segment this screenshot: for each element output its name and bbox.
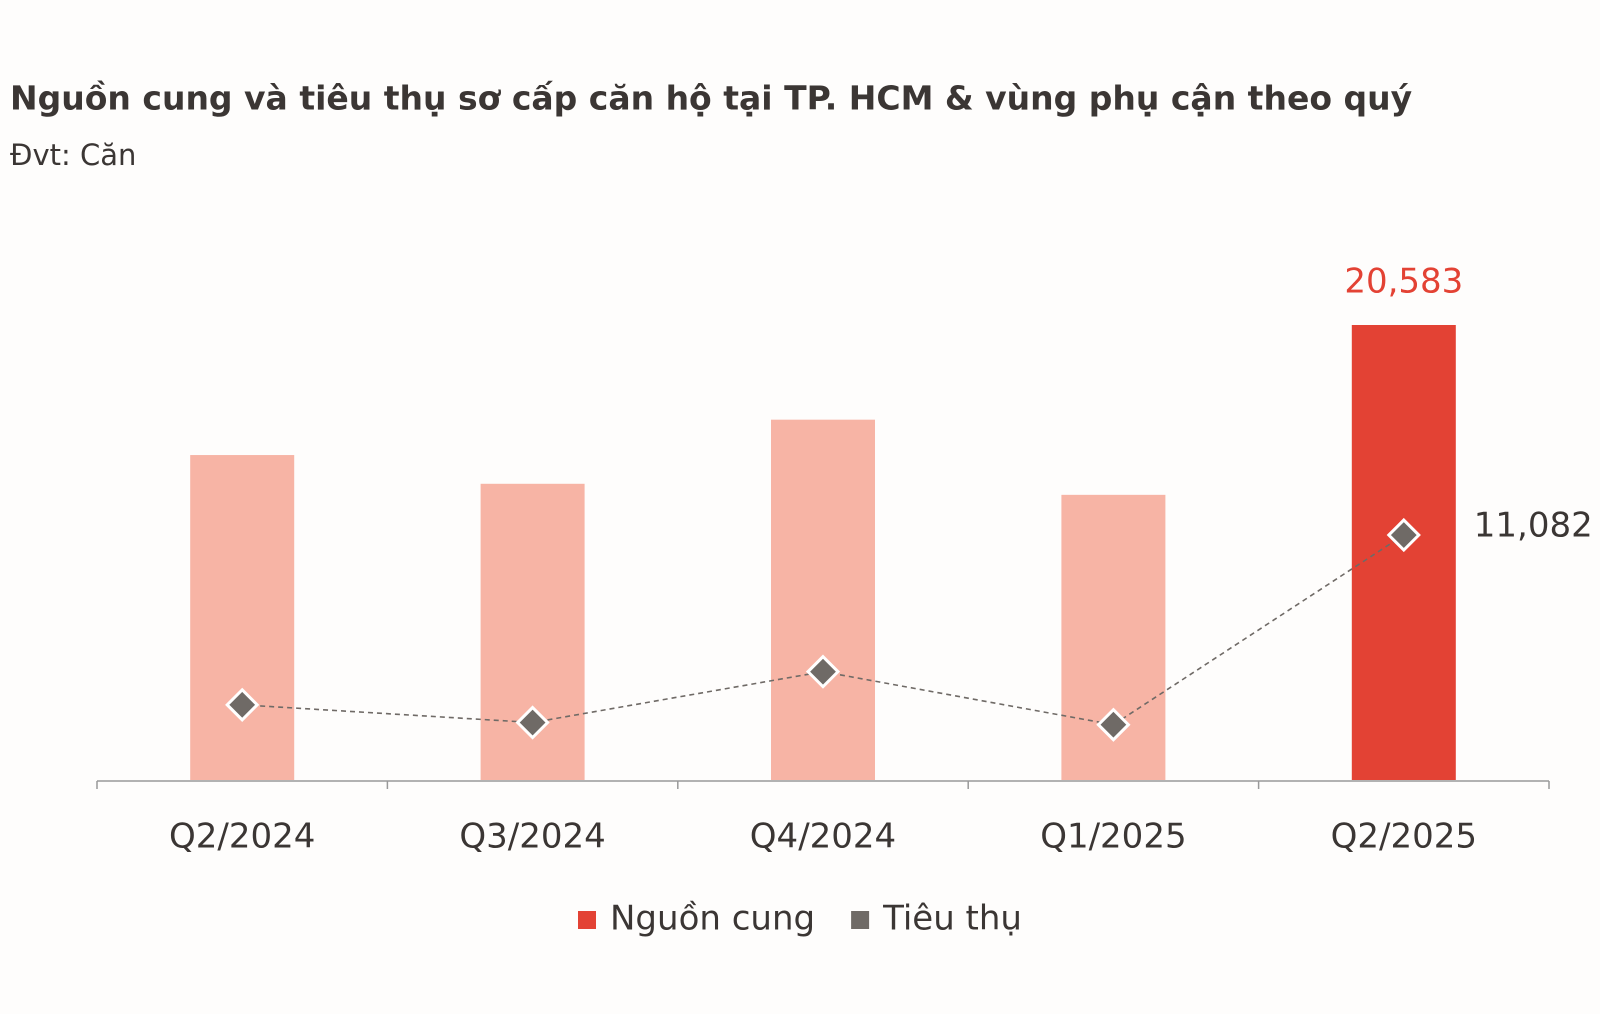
x-tick-label: Q3/2024 (459, 817, 605, 857)
bar-value-label: 20,583 (1344, 262, 1463, 302)
chart-subtitle: Đvt: Căn (10, 138, 136, 172)
line-marker (1386, 517, 1421, 553)
bar (190, 455, 295, 780)
line-marker (1096, 707, 1131, 742)
line-marker (805, 654, 841, 689)
legend-swatch (578, 911, 596, 929)
line-marker (515, 705, 550, 740)
x-tick-label: Q2/2025 (1331, 817, 1477, 857)
chart-title: Nguồn cung và tiêu thụ sơ cấp căn hộ tại… (10, 79, 1412, 118)
x-tick-label: Q4/2024 (750, 817, 896, 857)
legend-swatch (851, 911, 870, 929)
legend-label: Tiêu thụ (882, 899, 1022, 939)
bar (771, 419, 875, 780)
x-tick-label: Q1/2025 (1040, 817, 1186, 857)
x-tick-label: Q2/2024 (169, 817, 315, 857)
bar (1351, 325, 1456, 780)
legend-label: Nguồn cung (610, 899, 815, 939)
line-marker (225, 687, 260, 722)
line-value-label: 11,082 (1474, 506, 1593, 546)
